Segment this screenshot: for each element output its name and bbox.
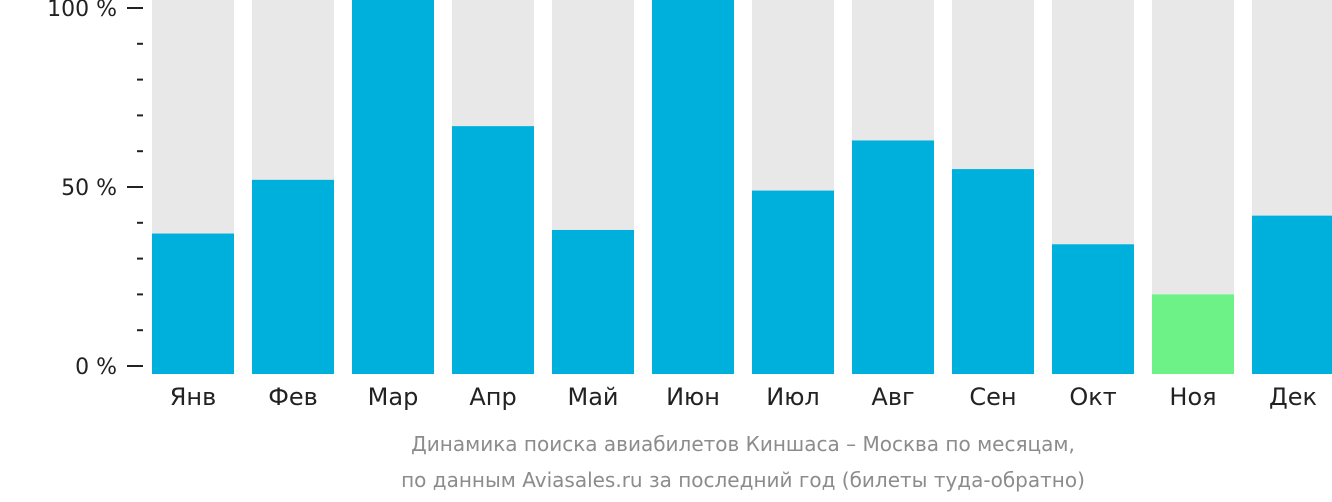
x-tick-label: Май [567,383,618,411]
x-tick-label: Июл [766,383,820,411]
x-tick-label: Июн [666,383,720,411]
x-axis-labels: Янв Фев Мар Апр Май Июн Июл Авг Сен Окт Ноя Дек [170,383,1317,411]
bar-3 [352,0,434,374]
x-tick-label: Сен [969,383,1016,411]
x-tick-label: Фев [268,383,318,411]
bar-8 [852,140,934,374]
value-bars [152,0,1332,374]
x-tick-label: Дек [1269,383,1317,411]
y-tick-label: 0 % [75,355,117,380]
bar-2 [252,179,334,374]
x-tick-label: Окт [1069,383,1116,411]
chart-caption-line-2: по данным Aviasales.ru за последний год … [401,468,1085,492]
bar-10 [1052,244,1134,374]
bar-9 [952,169,1034,374]
x-tick-label: Авг [871,383,914,411]
bar-5 [552,229,634,374]
y-tick-label: 50 % [61,176,117,201]
bar-4 [452,126,534,374]
chart-caption-line-1: Динамика поиска авиабилетов Киншаса – Мо… [411,432,1075,456]
y-tick-label: 100 % [47,0,117,22]
x-tick-label: Ноя [1169,383,1216,411]
bar-11 [1152,294,1234,374]
x-tick-label: Мар [368,383,419,411]
y-axis: 0 % 50 % 100 % [47,0,143,380]
bar-7 [752,190,834,374]
x-tick-label: Янв [170,383,217,411]
x-tick-label: Апр [469,383,516,411]
bar-6 [652,0,734,374]
bar-1 [152,233,234,374]
bar-12 [1252,215,1332,374]
